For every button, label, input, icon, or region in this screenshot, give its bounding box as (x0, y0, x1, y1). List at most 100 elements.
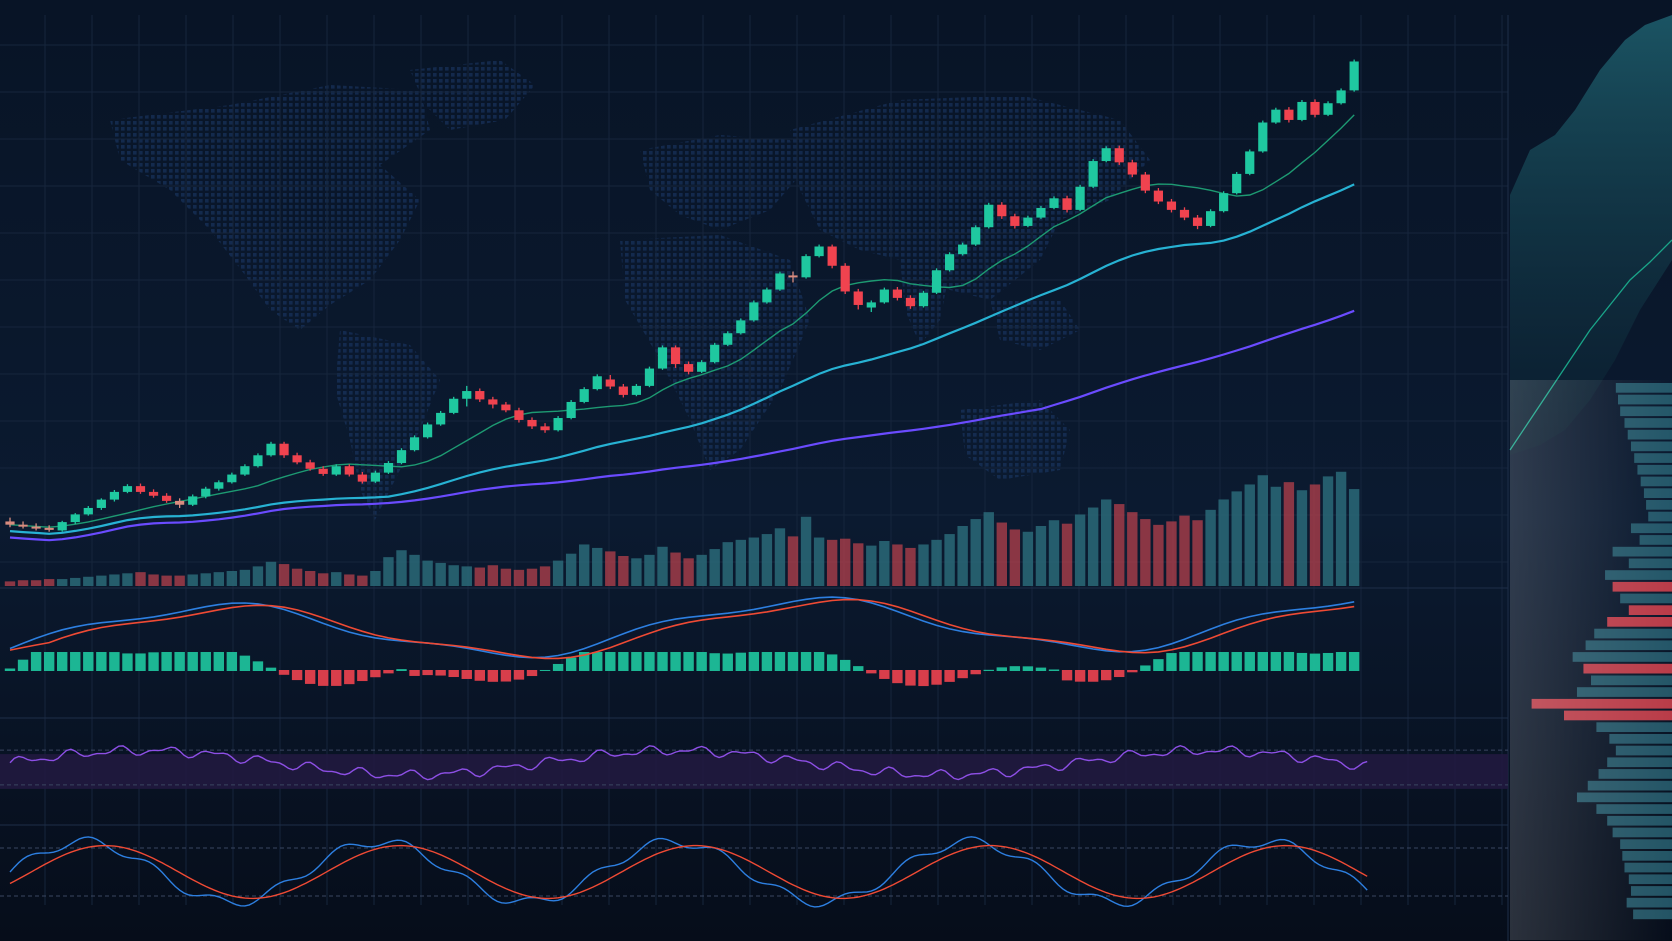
macd-histogram-bar (57, 652, 68, 671)
map-australia (960, 400, 1070, 480)
macd-histogram-bar (526, 670, 538, 677)
candle-body (1336, 90, 1346, 104)
macd-histogram-bar (513, 670, 525, 680)
volume-bar (1127, 512, 1138, 586)
candle-body (1179, 209, 1190, 218)
macd-histogram-bar (892, 670, 903, 684)
map-asia (790, 95, 1150, 300)
candle-body (958, 244, 968, 255)
macd-histogram-bar (1205, 652, 1216, 671)
macd-histogram-bar (487, 670, 499, 682)
macd-histogram-bar (1218, 652, 1229, 671)
candle-body (670, 347, 681, 365)
volume-bar (57, 579, 68, 586)
candle-body (566, 401, 576, 419)
volume-bar (70, 577, 81, 586)
macd-histogram-bar (344, 670, 355, 685)
candle-body (892, 289, 902, 298)
volume-bar (670, 552, 681, 586)
candle-body (396, 450, 407, 463)
macd-histogram-bar (996, 667, 1007, 671)
volume-bar (631, 558, 642, 586)
candle-body (1323, 103, 1333, 115)
candle-body (449, 398, 459, 413)
macd-histogram-bar (709, 653, 720, 671)
volume-bar (944, 534, 955, 586)
macd-histogram-bar (161, 652, 172, 671)
candle-body (918, 292, 929, 307)
macd-histogram-bar (696, 652, 707, 671)
macd-histogram-bar (735, 652, 746, 671)
candle-body (879, 289, 889, 303)
candle-body (1232, 173, 1242, 194)
candle-body (436, 412, 446, 425)
candle-body (1271, 109, 1281, 123)
macd-histogram-bar (1022, 666, 1034, 671)
volume-bar (370, 571, 381, 586)
volume-bar (774, 528, 786, 586)
macd-histogram-bar (43, 652, 55, 671)
macd-histogram-bar (357, 670, 368, 682)
moving-average-line (9, 114, 1355, 528)
candle-body (83, 507, 93, 515)
candle-body (1049, 198, 1059, 208)
candle-body (488, 399, 498, 405)
volume-bar (657, 546, 668, 586)
candle-body (710, 344, 720, 363)
volume-bar (1231, 491, 1242, 586)
volume-bar (226, 571, 238, 586)
volume-bar (565, 553, 577, 586)
profile-sheen (1510, 380, 1672, 940)
candle-body (775, 273, 785, 290)
macd-histogram-bar (435, 670, 446, 676)
macd-histogram-bar (1283, 652, 1295, 671)
map-north-america (110, 85, 430, 330)
volume-bar (735, 539, 746, 586)
macd-histogram-bar (291, 670, 303, 681)
macd-histogram-bar (1127, 670, 1138, 673)
macd-histogram-bar (278, 670, 290, 675)
candle-body (1258, 122, 1268, 152)
macd-histogram-bar (983, 669, 994, 671)
rsi-line (9, 744, 1368, 781)
macd-histogram-bar (1231, 652, 1242, 671)
candle-body (1206, 211, 1216, 226)
volume-bar (1322, 476, 1334, 586)
moving-average-lines (9, 114, 1355, 542)
candle-body (736, 320, 746, 334)
candle-body (240, 466, 250, 475)
candle-body (631, 385, 641, 395)
macd-histogram-bar (1257, 652, 1268, 671)
volume-bar (1205, 509, 1216, 586)
volume-bar (1087, 507, 1099, 586)
volume-bar (840, 538, 851, 586)
volume-bar (866, 545, 877, 586)
macd-histogram-bar (670, 652, 681, 671)
candle-body (57, 522, 67, 531)
macd-histogram-bar (1166, 653, 1177, 671)
volume-bar (396, 550, 407, 586)
volume-bar (1309, 484, 1321, 586)
macd-histogram-bar (1192, 652, 1203, 671)
stochastic-d-line (9, 844, 1368, 900)
volume-bar (1101, 499, 1112, 586)
macd-histogram-bar (135, 653, 146, 671)
macd-histogram-bar (1309, 653, 1321, 671)
candle-body (1166, 201, 1177, 210)
volume-bar (957, 526, 968, 586)
volume-bar (618, 556, 629, 586)
macd-histogram-bar (853, 666, 864, 671)
macd-histogram-bar (1087, 670, 1099, 682)
macd-histogram-bar (1153, 659, 1164, 671)
macd-histogram-bar (631, 652, 642, 671)
macd-histogram-bar (109, 652, 120, 671)
macd-histogram-bar (539, 669, 551, 671)
volume-bar (996, 522, 1007, 586)
volume-bar (696, 554, 707, 586)
macd-histogram-bar (70, 652, 81, 671)
volume-bar (748, 537, 760, 586)
macd-histogram-bar (592, 652, 603, 671)
macd-histogram-bar (1179, 652, 1190, 671)
volume-bar (30, 580, 42, 586)
candle-body (201, 488, 211, 497)
